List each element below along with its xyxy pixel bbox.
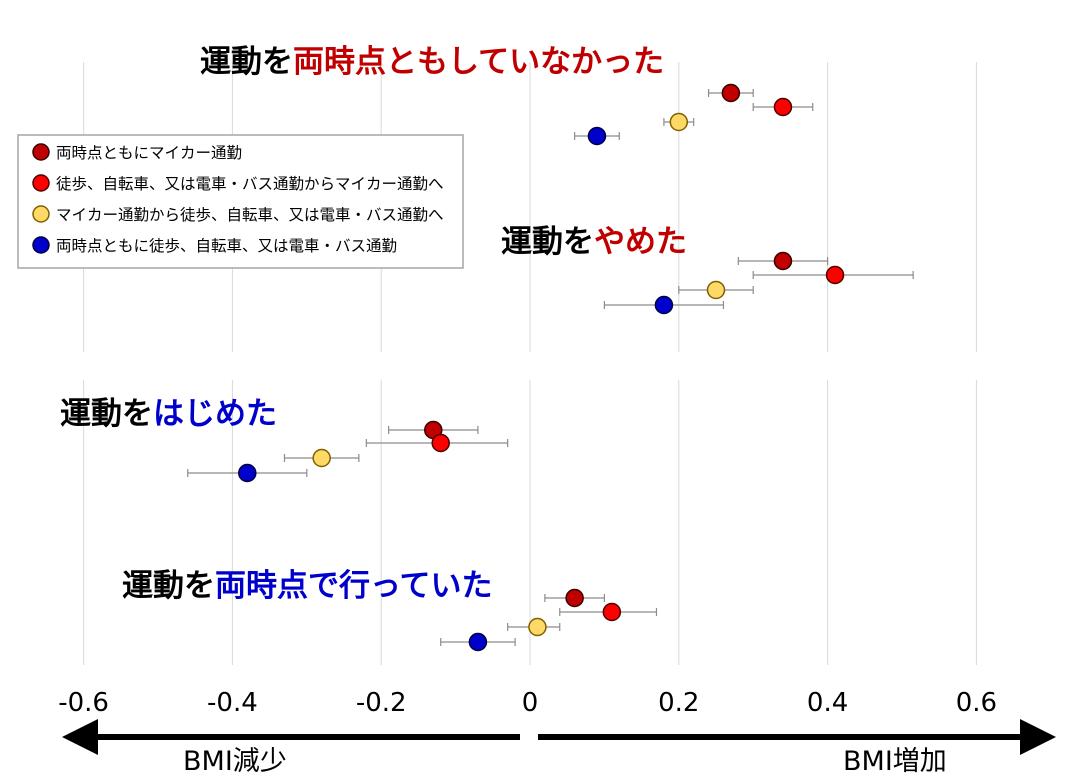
group-title-colored-2: やめた (594, 224, 687, 260)
legend-label-from_car: マイカー通勤から徒歩、自転車、又は電車・バス通勤へ (56, 206, 444, 224)
group-title-colored-4: 両時点で行っていた (215, 568, 492, 604)
decrease-arrow-head (62, 719, 98, 755)
group-title-3: 運動をはじめた (60, 396, 277, 432)
g3-from_car-point (312, 448, 331, 468)
x-tick-label-3: 0 (522, 688, 539, 718)
legend: 両時点ともにマイカー通勤徒歩、自転車、又は電車・バス通勤からマイカー通勤へマイカ… (17, 134, 464, 269)
bmi-decrease-label: BMI減少 (183, 746, 287, 777)
group-title-black-1: 運動を (200, 44, 293, 80)
bmi-increase-label: BMI増加 (843, 746, 947, 777)
legend-label-both_car: 両時点ともにマイカー通勤 (56, 144, 242, 162)
data-points (187, 83, 914, 652)
group-title-1: 運動を両時点ともしていなかった (200, 44, 664, 80)
g3-to_car-point (431, 433, 450, 453)
group-title-4: 運動を両時点で行っていた (122, 568, 492, 604)
group-title-2: 運動をやめた (501, 224, 687, 260)
g2-both_active-point (654, 295, 674, 315)
group-title-colored-3: はじめた (153, 396, 277, 432)
x-tick-label-1: -0.4 (207, 688, 258, 718)
legend-marker-to_car (32, 174, 50, 192)
g2-from_car-point (706, 280, 726, 300)
x-tick-label-0: -0.6 (58, 688, 109, 718)
g1-to_car-point (773, 97, 793, 117)
g4-to_car-point (602, 602, 622, 622)
legend-box (17, 134, 464, 269)
x-axis: -0.6 -0.4 -0.2 0 0.2 0.4 0.6 BMI減少 BMI増加 (58, 688, 1056, 777)
legend-label-to_car: 徒歩、自転車、又は電車・バス通勤からマイカー通勤へ (56, 175, 444, 193)
group-title-black-3: 運動を (60, 396, 153, 432)
g3-both_active-point (238, 463, 257, 483)
increase-arrow-head (1020, 719, 1056, 755)
g1-both_car-point (721, 83, 741, 103)
x-tick-label-4: 0.2 (658, 688, 699, 718)
legend-marker-from_car (32, 205, 50, 223)
legend-marker-both_car (32, 143, 50, 161)
x-tick-label-2: -0.2 (356, 688, 407, 718)
group-title-black-2: 運動を (501, 224, 594, 260)
x-tick-label-5: 0.4 (807, 688, 848, 718)
legend-label-both_active: 両時点ともに徒歩、自転車、又は電車・バス通勤 (56, 237, 397, 255)
g2-both_car-point (773, 251, 793, 271)
g1-from_car-point (669, 112, 689, 132)
group-title-black-4: 運動を (122, 568, 215, 604)
g4-both_active-point (468, 632, 488, 652)
group-title-colored-1: 両時点ともしていなかった (293, 44, 664, 80)
legend-marker-both_active (32, 236, 50, 254)
g4-both_car-point (565, 588, 584, 608)
g2-to_car-point (825, 265, 845, 285)
g1-both_active-point (587, 126, 607, 146)
g4-from_car-point (528, 617, 547, 637)
x-tick-label-6: 0.6 (956, 688, 997, 718)
